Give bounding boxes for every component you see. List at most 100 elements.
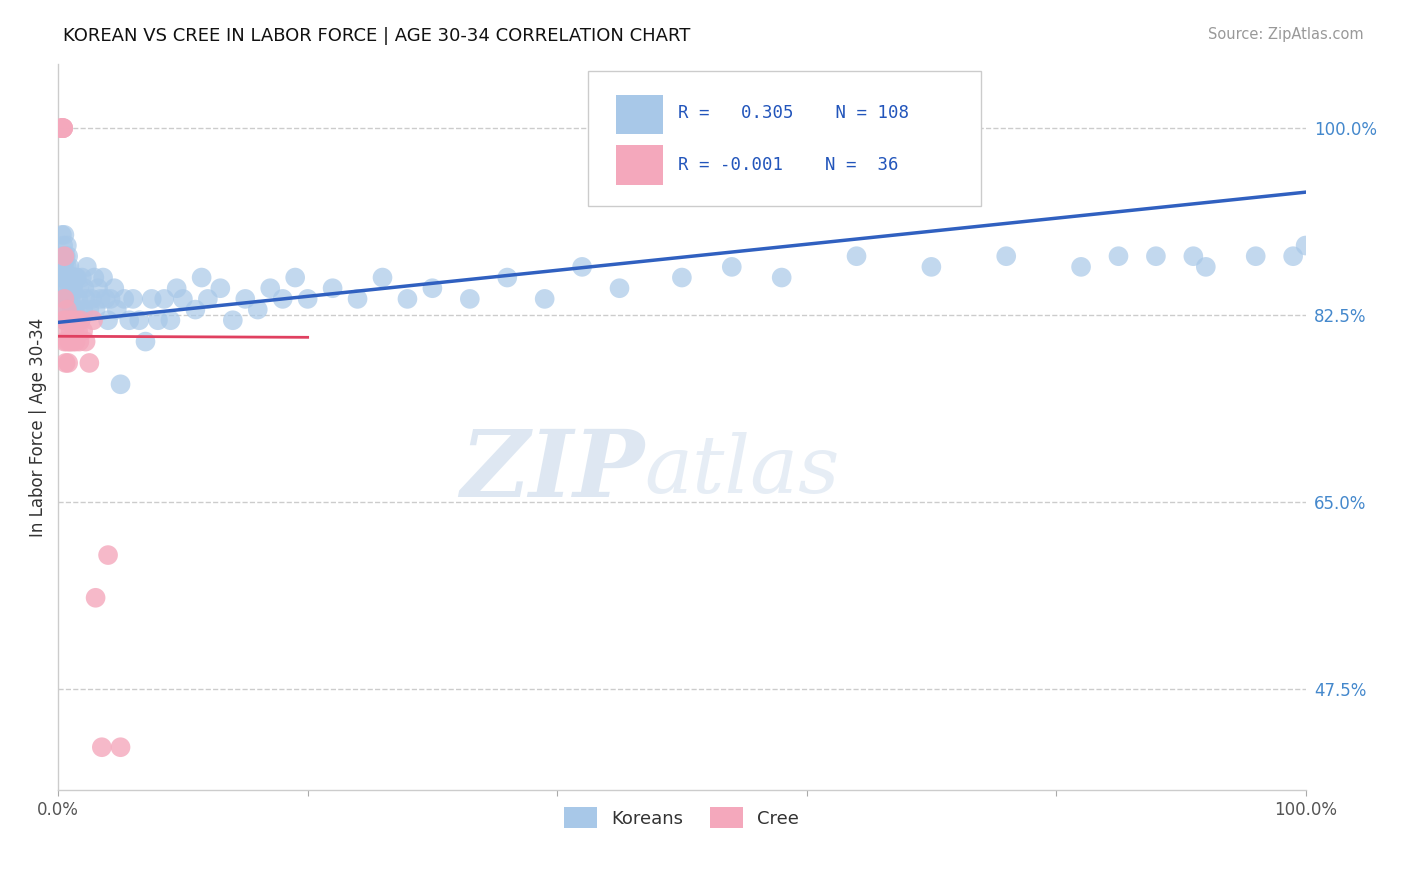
Point [72,324,94,338]
Point [609,281,631,295]
Point [134,334,156,349]
Point [84,302,107,317]
Point [53,270,76,285]
Point [190,270,212,285]
Point [53,292,76,306]
Point [1195,260,1218,274]
Legend: Koreans, Cree: Koreans, Cree [557,800,807,835]
FancyBboxPatch shape [588,71,981,205]
Point [56,356,79,370]
Point [246,302,269,317]
Point [58,260,80,274]
Point [995,249,1018,263]
FancyBboxPatch shape [616,95,664,135]
Point [1144,249,1167,263]
Point [105,302,128,317]
Point [55,356,77,370]
Point [67,334,90,349]
Point [62,313,84,327]
Point [671,270,693,285]
Point [59,334,82,349]
Point [49,121,72,136]
Point [222,313,245,327]
Point [53,313,76,327]
Point [58,302,80,317]
Point [66,313,89,327]
Point [51,121,73,136]
Point [76,260,98,274]
Point [103,281,125,295]
Point [65,334,87,349]
Point [62,281,84,295]
Point [56,270,79,285]
Point [90,740,112,755]
Point [56,249,79,263]
Point [58,281,80,295]
FancyBboxPatch shape [616,145,664,186]
Point [66,313,89,327]
Point [63,324,86,338]
Point [60,281,83,295]
Point [396,292,419,306]
Point [55,313,77,327]
Point [458,292,481,306]
Point [67,292,90,306]
Point [1282,249,1305,263]
Point [53,227,76,242]
Point [84,591,107,605]
Point [52,121,75,136]
Point [1070,260,1092,274]
Point [209,281,232,295]
Point [153,292,176,306]
Point [56,238,79,252]
Point [297,292,319,306]
Point [60,313,83,327]
Point [58,334,80,349]
Point [51,249,73,263]
Text: KOREAN VS CREE IN LABOR FORCE | AGE 30-34 CORRELATION CHART: KOREAN VS CREE IN LABOR FORCE | AGE 30-3… [63,27,690,45]
Point [53,249,76,263]
Point [59,324,82,338]
Point [845,249,868,263]
Point [533,292,555,306]
Point [118,313,141,327]
Point [69,313,91,327]
Point [83,270,105,285]
Point [55,292,77,306]
Point [720,260,742,274]
Point [69,313,91,327]
Point [146,313,169,327]
Point [141,292,163,306]
Point [87,281,110,295]
Text: Source: ZipAtlas.com: Source: ZipAtlas.com [1208,27,1364,42]
Point [56,334,79,349]
Point [80,292,103,306]
Point [371,270,394,285]
Point [56,313,79,327]
Point [51,121,73,136]
Point [59,270,82,285]
Point [259,281,281,295]
Point [496,270,519,285]
Point [79,302,101,317]
Point [920,260,942,274]
Point [55,313,77,327]
Point [53,334,76,349]
Point [60,302,83,317]
Point [110,740,132,755]
Point [55,249,77,263]
Point [90,292,112,306]
Point [58,313,80,327]
Point [53,313,76,327]
Point [52,121,75,136]
Point [53,292,76,306]
Point [72,302,94,317]
Point [97,313,120,327]
Point [63,302,86,317]
Point [62,334,84,349]
Point [67,324,90,338]
Point [322,281,344,295]
Point [346,292,368,306]
Text: atlas: atlas [644,432,839,509]
Point [112,292,135,306]
